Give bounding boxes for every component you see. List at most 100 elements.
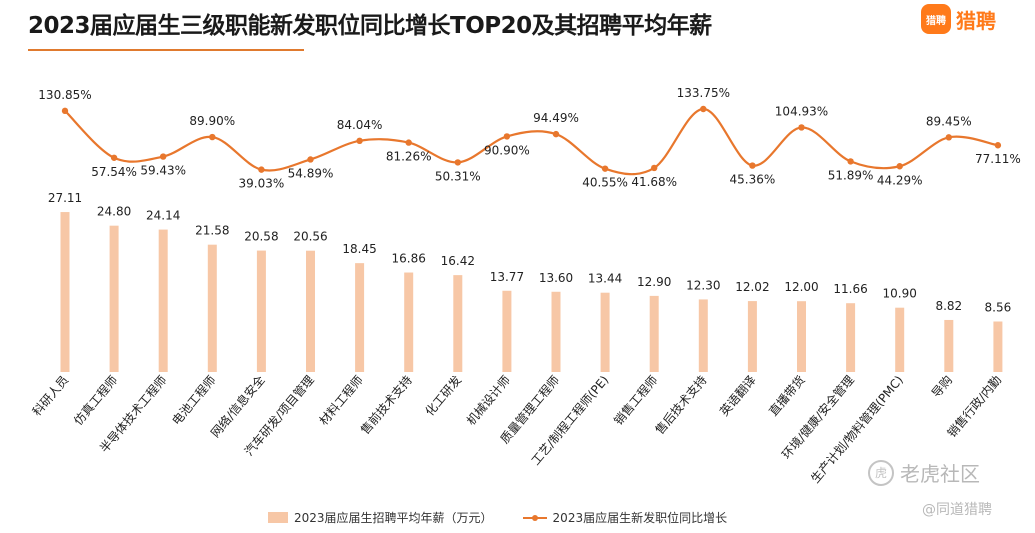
legend-bar-swatch: [268, 512, 288, 523]
salary-bar-label: 24.80: [97, 205, 131, 219]
growth-point: [700, 105, 707, 113]
watermark: 虎 老虎社区: [868, 458, 980, 487]
salary-bar: [649, 295, 659, 372]
growth-point: [209, 133, 216, 141]
growth-label: 90.90%: [484, 143, 530, 157]
growth-label: 104.93%: [775, 104, 828, 118]
growth-point: [405, 139, 412, 146]
growth-label: 94.49%: [533, 111, 579, 125]
chart-legend: 2023届应届生招聘平均年薪（万元） 2023届应届生新发职位同比增长: [268, 509, 757, 526]
growth-label: 41.68%: [631, 175, 677, 189]
brand-badge-icon: 猎聘: [921, 4, 951, 34]
growth-point: [307, 156, 314, 163]
growth-point: [61, 107, 69, 115]
growth-point: [601, 165, 609, 172]
title-underline: [28, 49, 304, 51]
growth-label: 130.85%: [38, 88, 91, 102]
category-label: 电池工程师: [169, 372, 219, 428]
growth-label: 51.89%: [828, 168, 874, 182]
growth-label: 50.31%: [435, 169, 481, 183]
legend-line-swatch: [522, 514, 547, 521]
category-label: 科研人员: [30, 373, 72, 419]
growth-label: 39.03%: [239, 177, 285, 191]
brand-name: 猎聘: [956, 8, 996, 33]
legend-item-salary: 2023届应届生招聘平均年薪（万元）: [268, 509, 493, 526]
growth-label: 57.54%: [91, 165, 137, 179]
salary-bar-label: 21.58: [195, 224, 229, 238]
growth-labels: 130.85% 57.54% 59.43% 89.90% 39.03%54.89% 84.…: [38, 86, 1020, 191]
salary-bar: [502, 290, 512, 372]
salary-bar-label: 12.00: [784, 280, 818, 294]
salary-bar: [747, 301, 757, 372]
watermark-sub: @同道猎聘: [922, 502, 992, 518]
watermark-text: 老虎社区: [900, 462, 980, 486]
growth-label: 59.43%: [140, 164, 186, 178]
salary-bar-label: 12.90: [637, 275, 671, 289]
salary-bar: [895, 307, 905, 372]
salary-bar: [256, 250, 266, 372]
growth-point: [356, 137, 363, 145]
salary-bar: [453, 275, 463, 372]
growth-label: 133.75%: [677, 86, 730, 100]
salary-bar-label: 16.86: [392, 252, 426, 266]
salary-bar: [60, 212, 70, 372]
growth-point: [651, 164, 658, 172]
salary-bar: [404, 272, 414, 372]
category-label: 售前技术支持: [357, 372, 415, 437]
growth-point: [945, 134, 952, 141]
growth-point: [994, 142, 1002, 149]
growth-label: 84.04%: [337, 118, 383, 132]
category-label: 售后技术支持: [652, 372, 710, 437]
growth-label: 89.90%: [189, 114, 235, 128]
salary-bar-label: 18.45: [342, 242, 376, 256]
growth-label: 45.36%: [730, 173, 776, 187]
salary-bar-label: 20.56: [293, 230, 327, 244]
salary-bar-label: 8.82: [935, 299, 962, 313]
growth-label: 81.26%: [386, 150, 432, 164]
category-label: 导购: [928, 372, 955, 400]
growth-point: [896, 163, 903, 170]
growth-point: [160, 153, 167, 160]
salary-bar-label: 27.11: [48, 191, 82, 205]
salary-bar-label: 12.30: [686, 278, 720, 292]
growth-point: [503, 133, 511, 140]
growth-label: 44.29%: [877, 173, 923, 187]
growth-line-path: [64, 107, 999, 176]
legend-label-salary: 2023届应届生招聘平均年薪（万元）: [294, 511, 493, 525]
legend-item-growth: 2023届应届生新发职位同比增长: [522, 509, 727, 526]
salary-bar: [158, 229, 168, 372]
salary-bar-label: 13.44: [588, 272, 622, 286]
salary-bar: [355, 263, 365, 372]
brand-logo: 猎聘 猎聘: [921, 4, 996, 34]
salary-bar-label: 8.56: [985, 300, 1012, 314]
salary-bar-label: 13.77: [490, 270, 524, 284]
salary-bar-label: 12.02: [735, 280, 769, 294]
growth-line: [61, 105, 1002, 176]
salary-bar: [600, 292, 610, 372]
tiger-icon: 虎: [868, 459, 894, 486]
salary-bar-label: 13.60: [539, 271, 573, 285]
growth-point: [552, 130, 560, 138]
growth-label: 77.11%: [975, 152, 1021, 166]
salary-bar-label: 24.14: [146, 209, 180, 223]
salary-bars: [60, 212, 1003, 372]
category-label: 材料工程师: [316, 372, 366, 428]
salary-bar-label: 10.90: [883, 287, 917, 301]
category-label: 英语翻译: [717, 373, 759, 419]
salary-bar: [797, 301, 806, 372]
growth-point: [749, 162, 756, 169]
growth-label: 40.55%: [582, 176, 628, 190]
growth-point: [454, 159, 461, 166]
growth-label: 89.45%: [926, 114, 972, 128]
category-label: 直播带货: [765, 372, 807, 418]
growth-point: [847, 158, 854, 165]
salary-bar: [207, 244, 217, 372]
salary-bar-label: 11.66: [833, 282, 867, 296]
growth-point: [798, 124, 805, 131]
growth-label: 54.89%: [288, 166, 334, 180]
growth-point: [258, 166, 265, 173]
chart-title: 2023届应届生三级职能新发职位同比增长TOP20及其招聘平均年薪: [28, 13, 712, 39]
salary-bar: [944, 319, 954, 372]
